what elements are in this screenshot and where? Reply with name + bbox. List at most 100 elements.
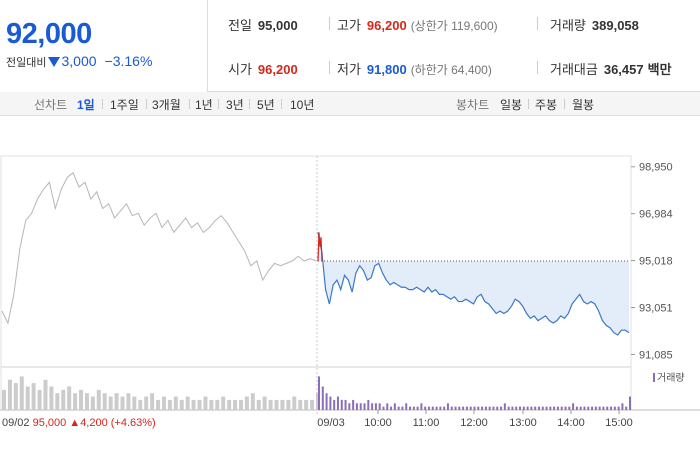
tab-daily-candle[interactable]: 일봉 <box>500 98 523 112</box>
prev-volume-bar <box>197 399 202 410</box>
today-volume-bar <box>424 406 427 410</box>
x-tick-label: 14:00 <box>557 417 585 429</box>
prev-volume-bar <box>132 396 137 410</box>
y-tick-label: 95,018 <box>639 256 673 268</box>
today-volume-bar <box>594 406 597 410</box>
prev-volume-bar <box>126 393 131 410</box>
lower-limit: (하한가 64,400) <box>410 63 492 77</box>
prev-day-summary: 09/02 95,000 ▲4,200 (+4.63%) <box>2 417 156 429</box>
today-volume-bar <box>352 399 355 410</box>
prev-volume-bar <box>173 396 178 410</box>
today-volume-bar <box>374 403 377 410</box>
down-triangle-icon <box>48 57 61 67</box>
quote-header: 92,000 전일대비 3,000 −3.16% 전일 95,000 고가 96,200… <box>0 0 700 92</box>
today-volume-bar <box>325 393 328 410</box>
prev-volume-bar <box>161 396 166 410</box>
prev-volume-bar <box>49 386 54 410</box>
volume-value: 389,058 <box>591 18 639 33</box>
tab-divider <box>528 99 529 109</box>
chart-period-tabs: 선차트 1일 1주일 3개월 1년 3년 5년 10년 봉차트 일봉 주봉 월봉 <box>0 92 700 116</box>
today-volume-bar <box>363 403 366 410</box>
prev-volume-bar <box>102 393 107 410</box>
today-volume-bar <box>629 396 631 410</box>
low-price: 저가 91,800 (하한가 64,400) <box>337 59 492 78</box>
today-volume-bar <box>587 406 590 410</box>
tab-divider <box>249 99 250 109</box>
today-volume-bar <box>454 406 457 410</box>
today-volume-bar <box>541 406 544 410</box>
prev-day-date: 09/02 <box>2 417 30 429</box>
today-volume-bar <box>613 406 616 410</box>
tab-5year[interactable]: 5년 <box>257 98 275 112</box>
prev-volume-bar <box>156 399 161 410</box>
prev-volume-bar <box>67 386 72 410</box>
today-volume-bar <box>439 406 442 410</box>
prev-volume-bar <box>221 396 226 410</box>
amount-value: 36,457 <box>603 62 644 77</box>
prev-volume-bar <box>298 399 303 410</box>
today-volume-bar <box>382 406 385 410</box>
today-volume-bar <box>488 406 491 410</box>
today-volume-bar <box>560 406 563 410</box>
change-label: 전일대비 <box>6 57 47 69</box>
prev-volume-bar <box>203 396 208 410</box>
prev-volume-bar <box>61 389 66 410</box>
today-volume-bar <box>621 403 624 410</box>
prev-volume-bar <box>238 399 243 410</box>
prev-volume-bar <box>25 386 30 410</box>
divider <box>329 17 330 30</box>
today-volume-bar <box>610 406 613 410</box>
today-volume-bar <box>412 406 415 410</box>
tab-3month[interactable]: 3개월 <box>152 98 181 112</box>
prev-volume-bar <box>227 399 232 410</box>
prev-volume-bar <box>191 399 196 410</box>
tab-3year[interactable]: 3년 <box>226 98 244 112</box>
prev-close-label: 전일 <box>228 18 252 33</box>
today-volume-bar <box>579 406 582 410</box>
amount-unit: 백만 <box>647 62 672 77</box>
prev-day-price-line <box>1 171 317 325</box>
tab-monthly-candle[interactable]: 월봉 <box>572 98 595 112</box>
tab-divider <box>189 99 190 109</box>
change-percent: −3.16% <box>104 53 153 69</box>
today-volume-bar <box>496 406 499 410</box>
tab-10year[interactable]: 10년 <box>290 98 315 112</box>
today-volume-bar <box>401 406 404 410</box>
today-volume-bar <box>378 403 381 410</box>
prev-volume-bar <box>215 399 220 410</box>
tab-divider <box>564 99 565 109</box>
today-volume-bar <box>409 406 412 410</box>
today-volume-bar <box>431 406 434 410</box>
tab-weekly-candle[interactable]: 주봉 <box>535 98 558 112</box>
below-prev-close-fill <box>318 232 629 335</box>
today-volume-bar <box>473 406 476 410</box>
x-tick-label: 15:00 <box>605 417 633 429</box>
high-price: 고가 96,200 (상한가 119,600) <box>337 15 498 34</box>
today-volume-bar <box>420 403 423 410</box>
tab-divider <box>218 99 219 109</box>
divider <box>537 17 538 30</box>
prev-volume-bar <box>96 389 101 410</box>
prev-volume-bar <box>167 399 172 410</box>
today-volume-bar <box>549 406 552 410</box>
today-volume-bar <box>321 386 324 410</box>
line-chart-title: 선차트 <box>34 98 68 112</box>
today-volume-bar <box>427 406 430 410</box>
x-tick-label: 12:00 <box>460 417 488 429</box>
prev-volume-bar <box>310 399 315 410</box>
tab-1day[interactable]: 1일 <box>77 98 95 112</box>
today-volume-bar <box>526 406 529 410</box>
tab-divider <box>281 99 282 109</box>
today-volume-bar <box>602 406 605 410</box>
amount-label: 거래대금 <box>550 62 598 77</box>
today-volume-bar <box>405 403 408 410</box>
x-tick-label: 09/03 <box>317 417 345 429</box>
prev-volume-bar <box>209 399 214 410</box>
prev-volume-bar <box>73 393 78 410</box>
tab-1year[interactable]: 1년 <box>195 98 213 112</box>
low-label: 저가 <box>337 62 361 77</box>
today-volume-bar <box>481 406 484 410</box>
today-volume-bar <box>367 399 370 410</box>
y-tick-label: 98,950 <box>639 162 673 174</box>
tab-1week[interactable]: 1주일 <box>110 98 139 112</box>
